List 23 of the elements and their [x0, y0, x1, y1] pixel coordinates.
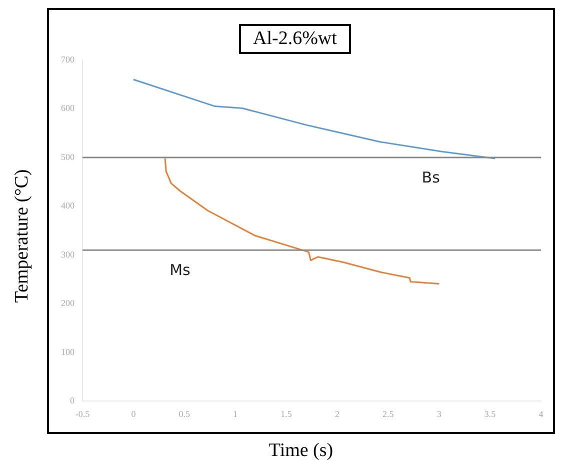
y-tick-label: 500	[61, 152, 75, 162]
ref-line-label: Bs	[422, 168, 440, 186]
y-tick-label: 700	[61, 54, 75, 64]
x-tick-label: 2	[334, 408, 340, 419]
x-tick-label: 2.5	[382, 408, 394, 419]
x-axis-title: Time (s)	[268, 440, 334, 462]
y-tick-label: 300	[61, 249, 75, 260]
x-tick-label: 1.5	[280, 408, 292, 419]
x-tick-label: 4	[538, 408, 544, 419]
y-tick-label: 0	[70, 396, 75, 406]
y-tick-label: 200	[61, 298, 75, 308]
x-tick-label: 0	[131, 408, 136, 419]
y-tick-label: 600	[61, 103, 75, 114]
y-tick-label: 400	[61, 200, 75, 211]
x-tick-label: 3	[436, 408, 442, 419]
y-tick-label: 100	[61, 346, 75, 357]
ref-line-label: Ms	[170, 260, 191, 279]
x-tick-label: 1	[233, 408, 238, 419]
chart-title: Al-2.6%wt	[239, 24, 351, 54]
y-axis-title: Temperature (°C)	[12, 169, 34, 303]
x-tick-label: 0.5	[178, 408, 191, 419]
x-tick-label: 3.5	[484, 408, 496, 419]
x-tick-label: -0.5	[75, 408, 90, 419]
